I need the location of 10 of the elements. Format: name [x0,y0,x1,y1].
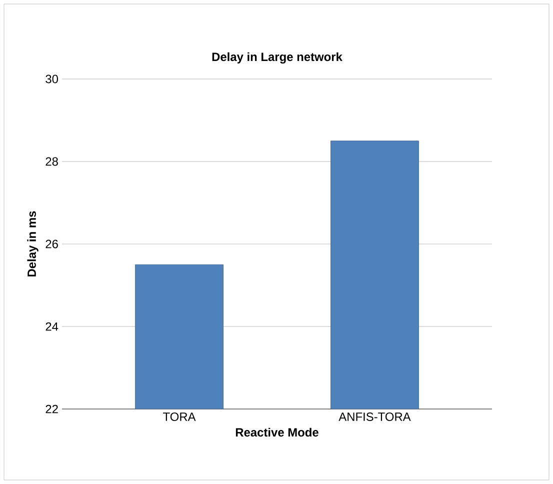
y-tick-label: 28 [46,157,58,166]
y-tick-label: 30 [46,74,58,84]
x-tick-label: ANFIS-TORA [338,412,411,421]
y-tick-label: 24 [46,322,58,331]
y-tick-label: 26 [46,240,58,248]
x-tick-label: TORA [163,412,196,421]
chart-title: Delay in Large network [212,52,342,64]
y-tick-label: 22 [46,404,58,414]
x-axis-title: Reactive Mode [236,428,318,437]
y-axis-title: Delay in ms [27,211,38,276]
